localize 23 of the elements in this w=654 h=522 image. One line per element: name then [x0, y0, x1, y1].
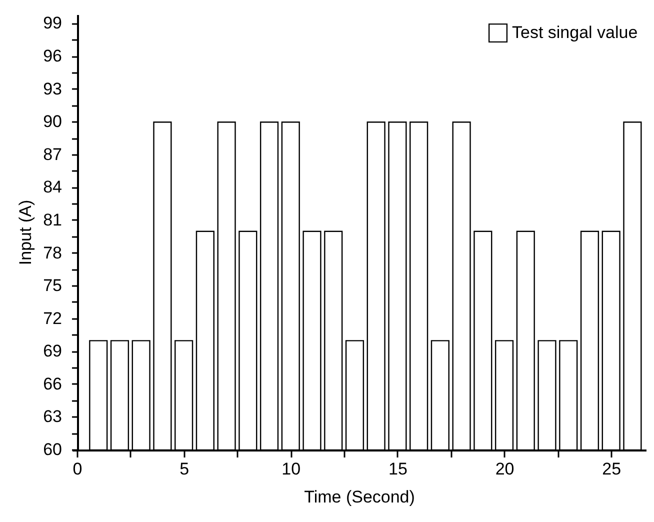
- x-tick-label: 15: [388, 460, 408, 478]
- x-tick-label: 5: [180, 460, 190, 478]
- y-tick-label: 66: [43, 374, 62, 394]
- x-tick-label: 0: [72, 460, 82, 478]
- y-tick-label: 75: [43, 276, 62, 296]
- y-tick-label: 87: [43, 144, 62, 164]
- y-axis-title: Input (A): [16, 200, 36, 266]
- y-tick-label: 60: [43, 440, 62, 459]
- x-tick-label: 25: [602, 460, 622, 478]
- y-tick-label: 63: [43, 407, 62, 426]
- y-tick-label: 90: [43, 112, 62, 132]
- y-tick-label: 72: [43, 308, 62, 328]
- legend-label: Test singal value: [512, 23, 638, 42]
- y-tick-label: 84: [43, 178, 62, 197]
- y-tick-label: 81: [43, 210, 62, 230]
- y-tick-label: 78: [43, 243, 62, 262]
- y-tick-label: 93: [43, 79, 62, 98]
- x-tick-label: 20: [495, 460, 514, 478]
- y-tick-label: 96: [43, 46, 62, 66]
- x-axis-title: Time (Second): [304, 488, 415, 506]
- x-tick-label: 10: [282, 460, 301, 478]
- y-tick-label: 69: [43, 342, 62, 361]
- y-tick-label: 99: [43, 14, 62, 33]
